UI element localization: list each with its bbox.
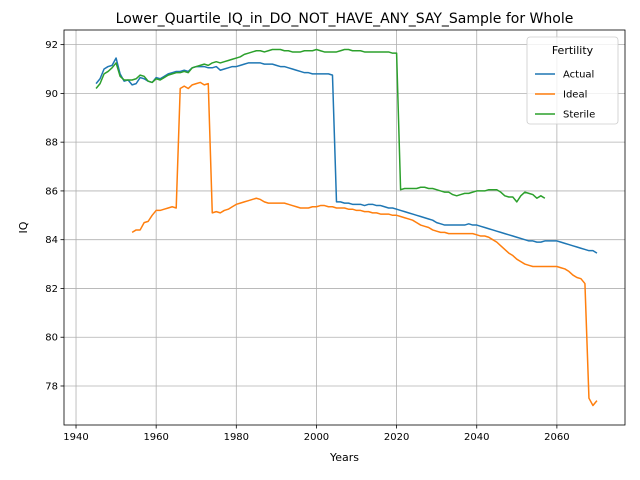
legend-label-ideal: Ideal — [563, 90, 587, 101]
y-tick-label: 92 — [45, 40, 58, 51]
x-tick-label: 2020 — [384, 432, 409, 443]
y-tick-label: 78 — [45, 381, 58, 392]
x-tick-label: 1980 — [224, 432, 249, 443]
x-tick-label: 1940 — [63, 432, 88, 443]
y-axis-label: IQ — [17, 221, 30, 233]
chart-title: Lower_Quartile_IQ_in_DO_NOT_HAVE_ANY_SAY… — [116, 11, 574, 27]
y-tick-label: 90 — [45, 89, 58, 100]
x-axis-label: Years — [329, 451, 359, 464]
legend-label-sterile: Sterile — [563, 110, 595, 121]
y-tick-label: 82 — [45, 284, 58, 295]
x-tick-label: 2060 — [544, 432, 569, 443]
legend-label-actual: Actual — [563, 70, 594, 81]
y-tick-label: 80 — [45, 333, 58, 344]
y-tick-label: 86 — [45, 186, 58, 197]
y-tick-label: 88 — [45, 138, 58, 149]
x-tick-label: 2000 — [304, 432, 329, 443]
x-tick-label: 2040 — [464, 432, 489, 443]
legend-title: Fertility — [552, 44, 594, 57]
legend: Fertility Actual Ideal Sterile — [527, 37, 618, 124]
y-tick-label: 84 — [45, 235, 58, 246]
x-tick-label: 1960 — [143, 432, 168, 443]
